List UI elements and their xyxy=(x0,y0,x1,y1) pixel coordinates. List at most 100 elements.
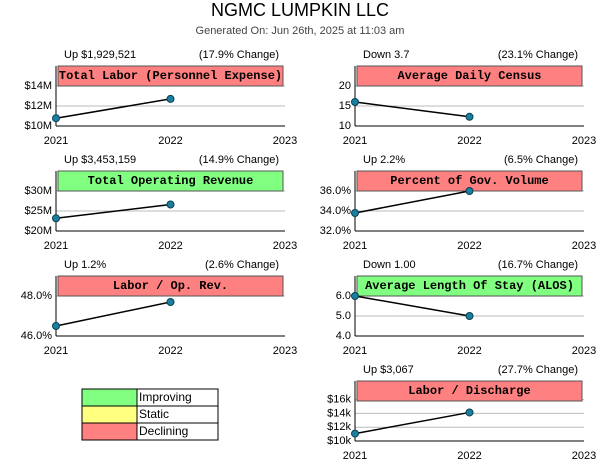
data-point xyxy=(465,112,474,121)
chart-title: Labor / Discharge xyxy=(408,384,530,398)
change-percent: (6.5% Change) xyxy=(504,154,578,166)
chart-title: Total Operating Revenue xyxy=(88,174,254,188)
data-point xyxy=(166,200,175,209)
y-tick-label: 15 xyxy=(339,100,351,112)
x-tick-label: 2023 xyxy=(572,240,596,252)
y-tick-label: 36.0% xyxy=(320,185,351,197)
page-title: NGMC LUMPKIN LLC xyxy=(211,0,389,20)
x-tick-label: 2022 xyxy=(158,135,182,147)
y-tick-label: $14k xyxy=(327,407,351,419)
data-line xyxy=(55,98,171,119)
change-amount: Up $3,067 xyxy=(363,364,414,376)
change-amount: Up 2.2% xyxy=(363,154,405,166)
title-box xyxy=(356,65,583,87)
data-point xyxy=(465,187,474,195)
y-tick-label: 48.0% xyxy=(21,290,52,302)
title-box xyxy=(356,380,583,402)
x-tick-label: 2021 xyxy=(343,135,367,147)
y-tick-label: $16k xyxy=(327,394,351,406)
y-tick-label: 6.0 xyxy=(336,290,351,302)
title-box xyxy=(57,275,284,297)
y-tick-label: $10M xyxy=(24,120,52,132)
legend-label: Improving xyxy=(139,390,192,404)
y-tick-label: $25M xyxy=(24,205,52,217)
change-amount: Down 1.00 xyxy=(363,259,416,271)
data-line xyxy=(55,301,171,327)
title-box xyxy=(356,275,583,297)
x-tick-label: 2023 xyxy=(273,240,297,252)
change-amount: Up 1.2% xyxy=(64,259,106,271)
change-amount: Up $3,453,159 xyxy=(64,154,136,166)
x-tick-label: 2023 xyxy=(572,345,596,357)
y-tick-label: 46.0% xyxy=(21,330,52,342)
y-tick-label: $20M xyxy=(24,225,52,237)
x-tick-label: 2022 xyxy=(158,345,182,357)
chart-title: Average Daily Census xyxy=(397,69,541,83)
data-point xyxy=(52,322,60,330)
x-tick-label: 2021 xyxy=(44,240,68,252)
legend-label: Static xyxy=(139,407,169,421)
chart-title: Total Labor (Personnel Expense) xyxy=(59,69,282,83)
change-amount: Up $1,929,521 xyxy=(64,49,136,61)
x-tick-label: 2022 xyxy=(457,450,481,462)
data-line xyxy=(354,101,470,118)
x-tick-label: 2021 xyxy=(44,135,68,147)
x-tick-label: 2022 xyxy=(457,240,481,252)
data-point xyxy=(465,312,474,320)
chart-title: Labor / Op. Rev. xyxy=(113,279,228,293)
y-tick-label: $30M xyxy=(24,185,52,197)
legend-cell xyxy=(136,422,219,441)
x-tick-label: 2021 xyxy=(343,450,367,462)
legend-swatch xyxy=(81,405,138,424)
x-tick-label: 2021 xyxy=(343,345,367,357)
x-tick-label: 2022 xyxy=(457,345,481,357)
y-tick-label: 10 xyxy=(339,120,351,132)
x-tick-label: 2022 xyxy=(158,240,182,252)
x-tick-label: 2023 xyxy=(572,450,596,462)
change-percent: (14.9% Change) xyxy=(199,154,279,166)
data-point xyxy=(166,94,175,103)
legend-swatch xyxy=(81,388,138,407)
y-tick-label: 5.0 xyxy=(336,310,351,322)
title-box xyxy=(57,170,284,192)
x-tick-label: 2023 xyxy=(273,345,297,357)
x-tick-label: 2023 xyxy=(273,135,297,147)
data-point xyxy=(52,114,60,123)
data-line xyxy=(354,190,470,214)
y-tick-label: 4.0 xyxy=(336,330,351,342)
x-tick-label: 2022 xyxy=(457,135,481,147)
change-percent: (2.6% Change) xyxy=(205,259,279,271)
change-percent: (23.1% Change) xyxy=(498,49,578,61)
y-tick-label: $10k xyxy=(327,435,351,447)
x-tick-label: 2023 xyxy=(572,135,596,147)
chart-title: Average Length Of Stay (ALOS) xyxy=(365,279,574,293)
y-tick-label: 32.0% xyxy=(320,225,351,237)
legend-label: Declining xyxy=(139,424,188,438)
data-point xyxy=(52,214,60,223)
data-point xyxy=(166,298,175,306)
data-point xyxy=(465,408,474,417)
y-tick-label: 20 xyxy=(339,80,351,92)
data-line xyxy=(354,411,470,435)
data-point xyxy=(351,429,359,438)
change-percent: (16.7% Change) xyxy=(498,259,578,271)
change-amount: Down 3.7 xyxy=(363,49,409,61)
y-tick-label: $12M xyxy=(24,100,52,112)
x-tick-label: 2021 xyxy=(343,240,367,252)
data-point xyxy=(351,98,359,106)
chart-title: Percent of Gov. Volume xyxy=(390,174,548,188)
change-percent: (17.9% Change) xyxy=(199,49,279,61)
change-percent: (27.7% Change) xyxy=(498,364,578,376)
legend-swatch xyxy=(81,422,138,441)
y-tick-label: 34.0% xyxy=(320,205,351,217)
y-tick-label: $14M xyxy=(24,80,52,92)
y-tick-label: $12k xyxy=(327,421,351,433)
data-line xyxy=(55,203,171,220)
x-tick-label: 2021 xyxy=(44,345,68,357)
title-box xyxy=(57,65,284,87)
data-point xyxy=(351,209,359,217)
data-line xyxy=(354,295,470,317)
page-subtitle: Generated On: Jun 26th, 2025 at 11:03 am xyxy=(196,25,405,37)
data-point xyxy=(351,292,359,300)
